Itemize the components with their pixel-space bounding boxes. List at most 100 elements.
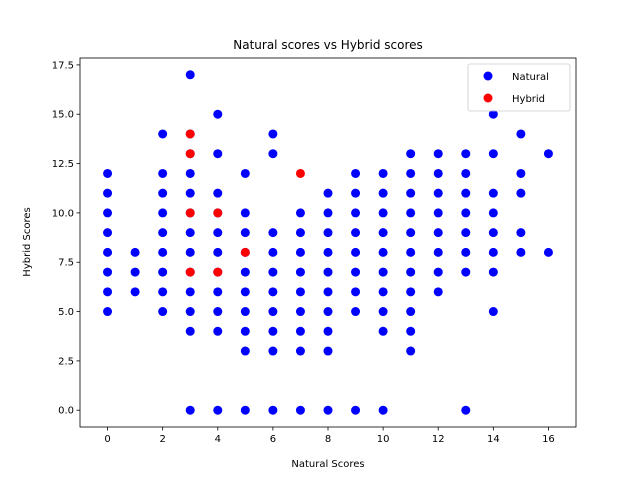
point-natural-77 bbox=[323, 287, 333, 297]
point-hybrid-5 bbox=[213, 208, 223, 218]
point-natural-105 bbox=[406, 287, 416, 297]
point-natural-115 bbox=[433, 247, 443, 257]
point-natural-81 bbox=[323, 208, 333, 218]
y-tick-label: 10.0 bbox=[52, 208, 74, 219]
point-natural-38 bbox=[213, 247, 223, 257]
point-natural-130 bbox=[488, 267, 498, 277]
point-natural-90 bbox=[351, 188, 361, 198]
point-natural-57 bbox=[268, 307, 278, 317]
point-natural-45 bbox=[240, 346, 250, 356]
point-natural-104 bbox=[406, 307, 416, 317]
point-hybrid-3 bbox=[185, 129, 195, 139]
point-natural-132 bbox=[488, 228, 498, 238]
point-natural-25 bbox=[185, 247, 195, 257]
y-tick-label: 5.0 bbox=[58, 307, 74, 318]
point-natural-93 bbox=[378, 326, 388, 336]
point-natural-2 bbox=[103, 267, 113, 277]
point-natural-19 bbox=[158, 129, 168, 139]
point-natural-53 bbox=[240, 168, 250, 178]
x-tick-label: 2 bbox=[159, 434, 165, 445]
y-tick-label: 2.5 bbox=[58, 356, 74, 367]
point-natural-5 bbox=[103, 208, 113, 218]
point-natural-73 bbox=[323, 405, 333, 415]
x-axis-label: Natural Scores bbox=[291, 459, 364, 470]
point-natural-8 bbox=[130, 287, 140, 297]
y-axis: 0.0 2.5 5.0 7.5 10.0 12.5 15.0 17.5 bbox=[52, 60, 80, 417]
point-natural-13 bbox=[158, 267, 168, 277]
point-natural-143 bbox=[543, 149, 553, 159]
point-natural-82 bbox=[323, 188, 333, 198]
point-natural-131 bbox=[488, 247, 498, 257]
point-natural-58 bbox=[268, 287, 278, 297]
point-natural-63 bbox=[268, 129, 278, 139]
point-hybrid-4 bbox=[213, 267, 223, 277]
point-natural-69 bbox=[295, 267, 305, 277]
legend-label-hybrid: Hybrid bbox=[512, 94, 545, 105]
point-natural-49 bbox=[240, 267, 250, 277]
point-natural-74 bbox=[323, 346, 333, 356]
point-natural-88 bbox=[351, 228, 361, 238]
point-hybrid-1 bbox=[185, 208, 195, 218]
point-natural-133 bbox=[488, 208, 498, 218]
point-natural-125 bbox=[461, 208, 471, 218]
point-natural-56 bbox=[268, 326, 278, 336]
point-natural-94 bbox=[378, 307, 388, 317]
point-natural-78 bbox=[323, 267, 333, 277]
chart-title: Natural scores vs Hybrid scores bbox=[233, 38, 423, 52]
point-natural-107 bbox=[406, 247, 416, 257]
point-natural-26 bbox=[185, 228, 195, 238]
point-natural-99 bbox=[378, 208, 388, 218]
point-natural-64 bbox=[295, 405, 305, 415]
point-natural-62 bbox=[268, 149, 278, 159]
y-tick-label: 12.5 bbox=[52, 159, 74, 170]
point-natural-108 bbox=[406, 228, 416, 238]
point-natural-136 bbox=[488, 109, 498, 119]
point-natural-34 bbox=[213, 326, 223, 336]
x-axis: 0 2 4 6 8 10 12 14 16 bbox=[104, 427, 555, 445]
point-natural-139 bbox=[516, 188, 526, 198]
point-natural-121 bbox=[461, 405, 471, 415]
point-natural-106 bbox=[406, 267, 416, 277]
point-natural-33 bbox=[213, 405, 223, 415]
point-natural-7 bbox=[103, 168, 113, 178]
point-natural-29 bbox=[185, 168, 195, 178]
points-layer bbox=[103, 70, 553, 415]
point-natural-39 bbox=[213, 228, 223, 238]
x-tick-label: 14 bbox=[487, 434, 500, 445]
point-natural-28 bbox=[185, 188, 195, 198]
point-natural-112 bbox=[406, 149, 416, 159]
point-natural-46 bbox=[240, 326, 250, 336]
point-natural-60 bbox=[268, 247, 278, 257]
point-natural-124 bbox=[461, 228, 471, 238]
point-natural-138 bbox=[516, 228, 526, 238]
point-natural-102 bbox=[406, 346, 416, 356]
point-natural-70 bbox=[295, 247, 305, 257]
point-natural-42 bbox=[213, 149, 223, 159]
y-axis-label: Hybrid Scores bbox=[22, 207, 33, 276]
point-natural-23 bbox=[185, 287, 195, 297]
point-natural-91 bbox=[351, 168, 361, 178]
point-natural-9 bbox=[130, 267, 140, 277]
point-natural-96 bbox=[378, 267, 388, 277]
point-natural-4 bbox=[103, 228, 113, 238]
x-tick-label: 4 bbox=[215, 434, 221, 445]
point-natural-36 bbox=[213, 287, 223, 297]
point-natural-3 bbox=[103, 247, 113, 257]
point-natural-14 bbox=[158, 247, 168, 257]
point-natural-43 bbox=[213, 109, 223, 119]
legend-box bbox=[467, 63, 571, 112]
point-natural-61 bbox=[268, 228, 278, 238]
point-natural-22 bbox=[185, 307, 195, 317]
point-hybrid-0 bbox=[185, 267, 195, 277]
point-natural-109 bbox=[406, 208, 416, 218]
y-tick-label: 0.0 bbox=[58, 406, 74, 417]
point-natural-10 bbox=[130, 247, 140, 257]
point-natural-75 bbox=[323, 326, 333, 336]
point-natural-87 bbox=[351, 247, 361, 257]
point-natural-85 bbox=[351, 287, 361, 297]
point-natural-137 bbox=[516, 247, 526, 257]
point-natural-128 bbox=[461, 149, 471, 159]
point-natural-44 bbox=[240, 405, 250, 415]
point-hybrid-6 bbox=[240, 247, 250, 257]
